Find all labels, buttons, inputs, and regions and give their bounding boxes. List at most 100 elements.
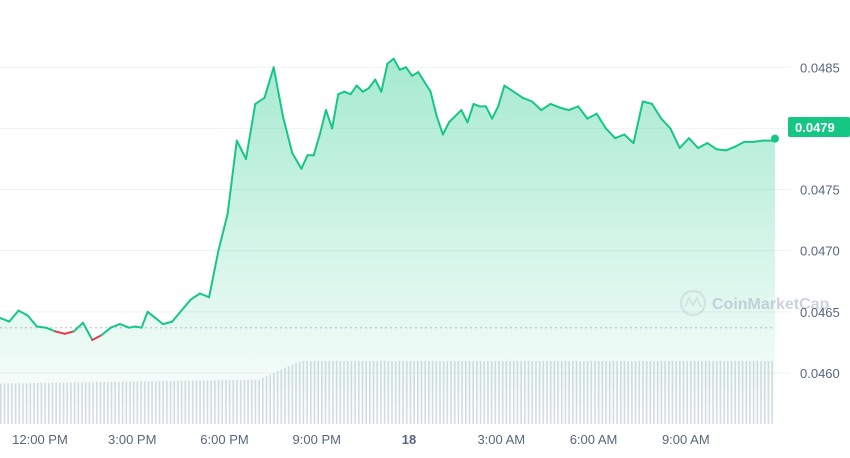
price-line-segment	[189, 292, 201, 301]
x-tick-label: 3:00 AM	[477, 432, 525, 447]
price-line-segment	[300, 154, 309, 170]
price-line-segment	[715, 148, 727, 152]
x-tick-label: 6:00 AM	[570, 432, 618, 447]
price-line-segment	[331, 93, 340, 130]
price-line-segment	[386, 57, 395, 65]
price-line-segment	[595, 112, 607, 130]
price-line-segment	[171, 309, 183, 323]
price-line-segment	[540, 102, 552, 112]
price-line-segment	[497, 84, 506, 108]
price-line-segment	[435, 115, 444, 136]
price-line-segment	[614, 133, 626, 140]
price-line-segment	[254, 96, 266, 105]
price-line-segment	[752, 139, 764, 143]
price-line-segment	[623, 133, 635, 145]
price-line-segment	[109, 323, 121, 329]
price-line-segment	[604, 127, 617, 140]
price-line-segment	[429, 90, 438, 118]
watermark: CoinMarketCap	[679, 289, 830, 317]
price-line-segment	[472, 102, 481, 108]
price-line-segment	[448, 115, 457, 124]
x-axis: 12:00 PM 3:00 PM 6:00 PM 9:00 PM 18 3:00 AM 6:…	[12, 432, 710, 447]
price-line-segment	[466, 102, 475, 124]
price-line-segment	[45, 326, 57, 333]
price-line-segment	[697, 142, 709, 149]
price-line-segment	[558, 106, 570, 112]
coinmarketcap-logo-icon	[679, 289, 707, 317]
y-tick-label: 0.0460	[800, 366, 840, 381]
price-line-segment	[0, 316, 11, 323]
price-line-segment	[355, 84, 364, 93]
price-line-segment	[669, 127, 681, 149]
price-line-segment	[361, 87, 370, 93]
price-line-segment	[226, 139, 238, 215]
price-line-segment	[281, 115, 294, 154]
price-line-segment	[454, 109, 463, 118]
price-line-segment	[162, 320, 174, 326]
price-line-segment	[318, 109, 327, 136]
price-line-segment	[706, 142, 718, 151]
price-line-segment	[291, 151, 303, 170]
price-line-segment	[567, 105, 580, 112]
price-line-segment	[325, 109, 334, 130]
price-line-segment	[343, 90, 352, 96]
area-layer	[0, 58, 775, 428]
price-line-segment	[405, 66, 414, 77]
price-line-segment	[72, 321, 84, 333]
price-line-segment	[531, 100, 543, 112]
price-line-segment	[651, 102, 663, 120]
price-line-segment	[198, 292, 211, 299]
x-tick-label: 9:00 PM	[293, 432, 341, 447]
price-line-segment	[417, 71, 426, 83]
price-line-segment	[549, 102, 561, 109]
y-tick-label: 0.0470	[800, 244, 840, 259]
price-line-segment	[577, 105, 589, 120]
price-line-segment	[140, 310, 149, 329]
price-line-segment	[82, 321, 94, 341]
price-line-segment	[724, 145, 736, 152]
price-line-segment	[368, 78, 377, 89]
x-tick-label: 3:00 PM	[108, 432, 156, 447]
current-price-tag: 0.0479	[771, 117, 850, 143]
price-line-segment	[91, 334, 103, 341]
line-layer	[0, 57, 776, 341]
price-line-segment	[678, 137, 690, 149]
price-line-segment	[180, 298, 192, 312]
price-line-segment	[208, 249, 220, 299]
price-line-segment	[441, 121, 450, 136]
y-tick-label: 0.0465	[800, 305, 840, 320]
price-line-segment	[272, 66, 284, 118]
price-line-segment	[660, 117, 672, 130]
price-line-segment	[586, 112, 598, 120]
price-line-segment	[337, 90, 346, 96]
price-line-segment	[312, 133, 321, 157]
price-line-segment	[491, 105, 500, 120]
price-line-segment	[411, 71, 420, 77]
price-line-segment	[128, 325, 137, 329]
current-price-badge	[788, 117, 850, 137]
price-line-segment	[17, 309, 29, 317]
price-line-segment	[398, 66, 407, 71]
price-area	[0, 58, 775, 428]
watermark-text: CoinMarketCap	[712, 296, 830, 313]
price-line-segment	[235, 139, 247, 160]
price-line-segment	[217, 213, 229, 252]
price-line-segment	[26, 314, 38, 328]
x-tick-label: 9:00 AM	[662, 432, 710, 447]
price-line-segment	[263, 66, 275, 99]
x-tick-label: 18	[402, 432, 416, 447]
price-line-segment	[484, 105, 494, 120]
price-line-segment	[734, 140, 746, 148]
price-line-segment	[54, 330, 66, 335]
price-line-segment	[374, 78, 383, 93]
price-line-segment	[380, 62, 389, 93]
price-line-segment	[512, 90, 524, 99]
price-line-segment	[100, 326, 112, 337]
price-line-segment	[134, 325, 143, 329]
price-line-segment	[349, 84, 358, 96]
price-line-segment	[641, 100, 653, 105]
price-line-segment	[152, 315, 164, 326]
